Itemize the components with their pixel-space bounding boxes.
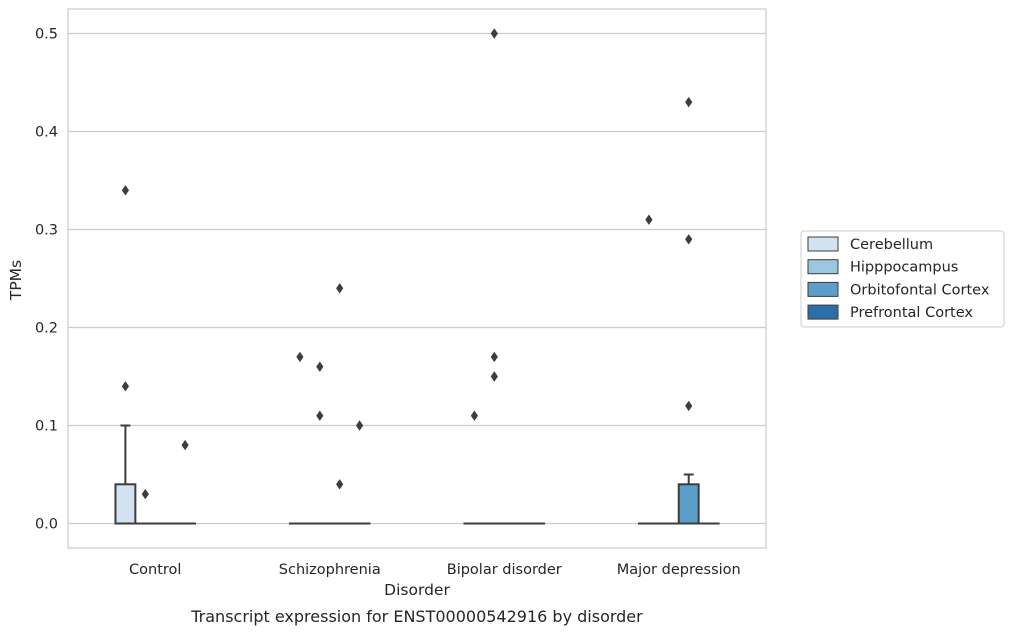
box-cerebellum xyxy=(637,214,660,525)
box-body xyxy=(114,483,137,525)
box-hipppocampus xyxy=(134,488,157,525)
outlier-point xyxy=(645,214,653,225)
y-axis-ticks: 0.0 0.1 0.2 0.3 0.4 0.5 xyxy=(35,27,58,533)
outlier-point xyxy=(685,96,693,108)
box-prefrontal-cortex xyxy=(348,420,371,525)
box-orbitofontal-cortex xyxy=(677,96,700,525)
outlier-point xyxy=(316,410,324,421)
outlier-point xyxy=(336,479,344,490)
legend-label: Cerebellum xyxy=(850,237,933,253)
outlier-point xyxy=(685,400,693,412)
outlier-point xyxy=(685,234,693,245)
outlier-point xyxy=(181,439,189,451)
y-tick-label: 0.3 xyxy=(35,223,58,239)
y-tick-label: 0.5 xyxy=(35,27,58,43)
x-tick-label: Schizophrenia xyxy=(279,562,381,578)
plot-frame xyxy=(67,8,767,549)
box-body xyxy=(677,483,700,525)
legend-label: Orbitofontal Cortex xyxy=(850,282,990,298)
outlier-point xyxy=(121,381,130,392)
outlier-point xyxy=(296,351,304,363)
legend-label: Hipppocampus xyxy=(850,260,958,276)
x-axis-ticks: Control Schizophrenia Bipolar disorder Majo… xyxy=(129,562,741,578)
box-series-layer xyxy=(114,28,720,525)
plot-background xyxy=(68,9,766,548)
outlier-point xyxy=(355,420,364,431)
y-tick-label: 0.2 xyxy=(35,321,58,337)
y-tick-label: 0.0 xyxy=(35,517,58,533)
legend: Cerebellum Hipppocampus Orbitofontal Corte… xyxy=(800,230,1005,328)
outlier-point xyxy=(121,185,130,196)
outlier-point xyxy=(141,488,149,500)
x-axis-label: Disorder xyxy=(384,581,450,599)
legend-swatch xyxy=(807,281,839,297)
y-tick-label: 0.4 xyxy=(35,125,58,141)
legend-frame xyxy=(800,230,1005,328)
outlier-point xyxy=(490,28,498,39)
outlier-point xyxy=(490,351,498,363)
y-tick-label: 0.1 xyxy=(35,419,58,435)
legend-label: Prefrontal Cortex xyxy=(850,305,973,321)
legend-swatch xyxy=(807,259,839,275)
outlier-point xyxy=(316,361,324,372)
outlier-point xyxy=(490,371,498,382)
x-tick-label: Control xyxy=(129,562,181,578)
outlier-point xyxy=(336,283,344,294)
outlier-point xyxy=(470,410,479,421)
legend-swatch xyxy=(807,304,839,320)
box-prefrontal-cortex xyxy=(174,439,197,525)
x-tick-label: Bipolar disorder xyxy=(447,562,562,578)
x-tick-label: Major depression xyxy=(617,562,741,578)
y-axis-label: TPMs xyxy=(7,260,25,301)
box-cerebellum xyxy=(114,185,137,525)
chart-caption: Transcript expression for ENST0000054291… xyxy=(190,607,643,626)
legend-swatch xyxy=(807,236,839,252)
